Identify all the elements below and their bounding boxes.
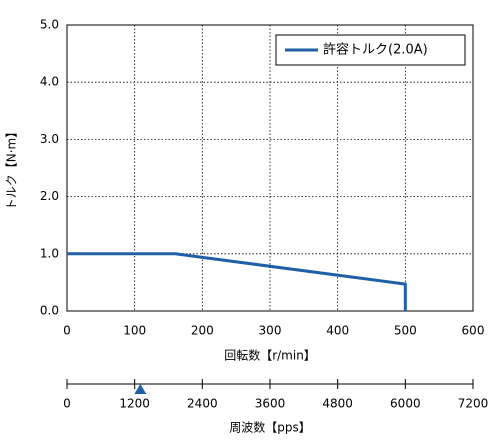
- x-tick-label: 0: [63, 324, 71, 338]
- x-tick-label: 500: [394, 324, 417, 338]
- y-tick-label: 2.0: [40, 189, 59, 203]
- x-axis-label: 回転数【r/min】: [224, 348, 316, 363]
- y-tick-label: 0.0: [40, 304, 59, 318]
- y-tick-label: 4.0: [40, 75, 59, 89]
- marker-triangle: [134, 384, 147, 394]
- secondary-tick-label: 4800: [322, 397, 353, 411]
- y-tick-label: 1.0: [40, 246, 59, 260]
- x-tick-label: 600: [462, 324, 485, 338]
- x-tick-label: 200: [191, 324, 214, 338]
- secondary-tick-label: 1200: [119, 397, 150, 411]
- x-tick-label: 100: [123, 324, 146, 338]
- secondary-tick-label: 6000: [390, 397, 421, 411]
- secondary-axis-label: 周波数【pps】: [229, 420, 311, 435]
- secondary-tick-label: 7200: [458, 397, 489, 411]
- y-tick-label: 5.0: [40, 18, 59, 32]
- legend-label: 許容トルク(2.0A): [323, 42, 428, 58]
- secondary-tick-label: 0: [63, 397, 71, 411]
- secondary-tick-label: 2400: [187, 397, 218, 411]
- x-tick-label: 400: [326, 324, 349, 338]
- y-axis-label: トルク【N·m】: [5, 126, 19, 210]
- legend-box: [275, 34, 466, 66]
- y-tick-label: 3.0: [40, 132, 59, 146]
- x-tick-label: 300: [259, 324, 282, 338]
- plot-frame: [66, 24, 474, 312]
- data-line: [67, 252, 407, 311]
- secondary-tick-label: 3600: [255, 397, 286, 411]
